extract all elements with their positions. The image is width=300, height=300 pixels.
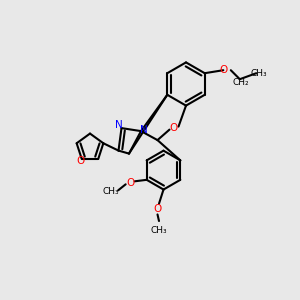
Text: O: O xyxy=(76,156,84,167)
Text: O: O xyxy=(219,65,227,75)
Text: CH₃: CH₃ xyxy=(102,187,119,196)
Text: O: O xyxy=(170,123,178,133)
Text: N: N xyxy=(140,124,148,135)
Text: O: O xyxy=(153,204,162,214)
Text: N: N xyxy=(115,120,122,130)
Text: CH₂: CH₂ xyxy=(233,78,250,87)
Text: O: O xyxy=(126,178,134,188)
Text: CH₃: CH₃ xyxy=(151,226,167,235)
Text: CH₃: CH₃ xyxy=(251,69,268,78)
